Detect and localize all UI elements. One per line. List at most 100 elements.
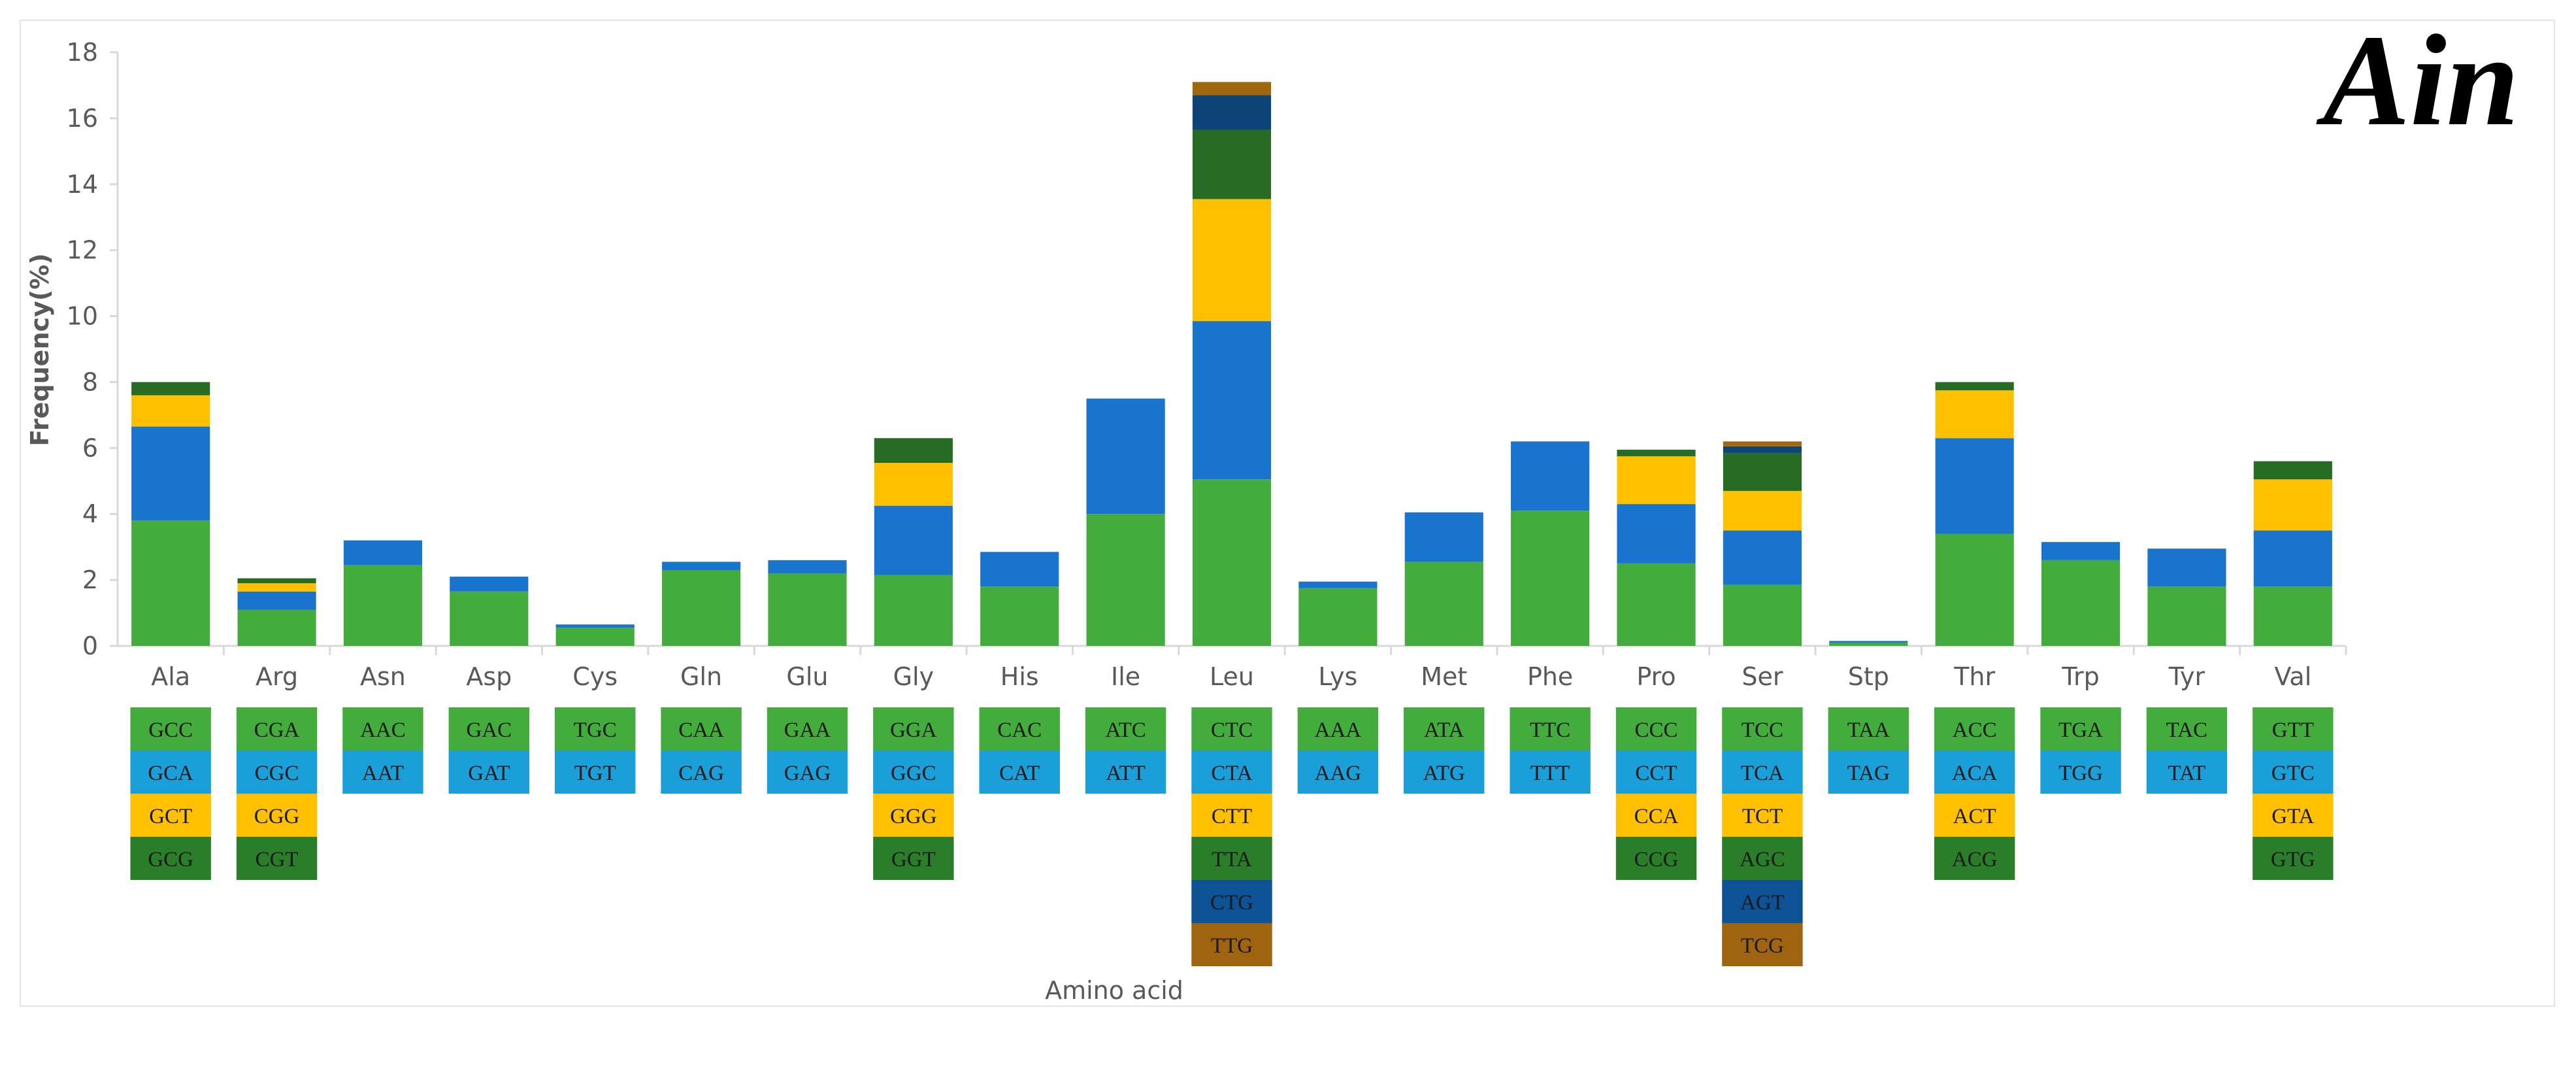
codon-cell — [873, 837, 954, 880]
codon-cell — [1828, 707, 1909, 751]
codon-label: CTT — [1212, 805, 1252, 828]
codon-cell — [1085, 707, 1166, 751]
codon-label: GAC — [466, 718, 512, 742]
codon-label: CAG — [678, 762, 724, 785]
y-tick-label: 0 — [82, 632, 98, 660]
codon-cell — [1615, 794, 1697, 837]
codon-label: TGG — [2058, 762, 2103, 785]
codon-cell — [130, 794, 211, 837]
x-tick-label: His — [1000, 662, 1039, 691]
codon-cell — [1722, 751, 1803, 794]
codon-label: ATC — [1105, 718, 1146, 742]
codon-label: CGA — [254, 718, 300, 742]
bar-segment-tgg — [2041, 542, 2121, 560]
bar-segment-aaa — [1298, 588, 1378, 646]
bar-segment-agt — [1723, 446, 1802, 453]
codon-cell — [236, 751, 318, 794]
codon-cell — [1615, 751, 1697, 794]
bar-segment-gta — [2253, 479, 2332, 531]
codon-label: TTT — [1530, 762, 1570, 785]
x-tick-label: Asn — [360, 662, 406, 691]
codon-label: ACT — [1953, 805, 1996, 828]
bar-segment-tgc — [555, 628, 635, 646]
bar-segment-cgt — [237, 578, 316, 584]
bar-segment-cag — [662, 562, 741, 570]
y-tick-label: 4 — [82, 499, 98, 528]
codon-label: CAT — [999, 762, 1040, 785]
panel-label: Ain — [2316, 8, 2519, 153]
codon-cell — [1934, 837, 2015, 880]
codon-label: TGT — [574, 762, 616, 785]
codon-label: GGC — [891, 762, 936, 785]
codon-cell — [1510, 751, 1591, 794]
bar-segment-gac — [450, 591, 529, 646]
axes: 0 2 4 6 8 10 12 14 16 18 Ala Arg Asn Asp Cys Gln Glu Gly H… — [67, 38, 2347, 691]
x-axis-label: Amino acid — [1045, 976, 1183, 1005]
codon-label: TCC — [1742, 718, 1783, 742]
codon-label: GTG — [2271, 848, 2315, 871]
bar-segment-act — [1935, 390, 2014, 439]
codon-cell — [661, 707, 742, 751]
codon-label: GTT — [2272, 718, 2314, 742]
bar-segment-aag — [1298, 581, 1378, 588]
bar-segment-tgt — [555, 624, 635, 628]
bar-segment-ccc — [1617, 563, 1696, 646]
codon-cell — [130, 837, 211, 880]
codon-label: TTA — [1212, 848, 1252, 871]
bar-segment-cta — [1192, 321, 1272, 480]
bar-segment-ggg — [874, 463, 953, 506]
bar-segment-cgc — [237, 591, 316, 610]
bar-segment-tag — [1829, 641, 1908, 643]
codon-cell — [979, 751, 1060, 794]
bar-segment-ttg — [1192, 82, 1272, 95]
codon-label: TCA — [1741, 762, 1784, 785]
codon-table: GCC GCA GCT GCG CGA CGC CGG CGT AAC AAT GAC GAT TGC T… — [130, 707, 2334, 966]
codon-cell — [2146, 707, 2228, 751]
bar-segment-cct — [1617, 504, 1696, 564]
bar-segment-gaa — [768, 573, 847, 646]
x-tick-label: Pro — [1636, 662, 1676, 691]
bar-segment-gat — [450, 577, 529, 592]
codon-label: CCG — [1634, 848, 1679, 871]
codon-label: ATG — [1423, 762, 1465, 785]
bar-segment-aca — [1935, 438, 2014, 534]
codon-label: GAT — [468, 762, 510, 785]
codon-label: GAA — [784, 718, 831, 742]
codon-cell — [873, 794, 954, 837]
codon-label: GGG — [890, 805, 937, 828]
bar-segment-ctc — [1192, 479, 1272, 646]
codon-cell — [1828, 751, 1909, 794]
y-tick-label: 16 — [67, 104, 98, 133]
codon-cell — [236, 794, 318, 837]
codon-label: ACA — [1952, 762, 1998, 785]
codon-label: AAA — [1315, 718, 1362, 742]
bar-segment-cac — [980, 586, 1059, 646]
bar-segment-gtg — [2253, 461, 2332, 480]
bar-segment-gca — [131, 426, 210, 521]
x-tick-label: Val — [2274, 662, 2311, 691]
codon-label: ACC — [1953, 718, 1997, 742]
codon-cell — [2253, 707, 2334, 751]
bar-segment-agc — [1723, 452, 1802, 491]
y-tick-label: 12 — [67, 236, 98, 265]
bar-segment-ttt — [1511, 441, 1590, 511]
codon-label: CTA — [1211, 762, 1253, 785]
codon-cell — [1191, 707, 1272, 751]
codon-cell — [767, 707, 848, 751]
bar-segment-gcg — [131, 382, 210, 396]
bar-segment-atc — [1086, 514, 1165, 646]
bar-segment-tat — [2147, 548, 2226, 587]
codon-cell — [1934, 794, 2015, 837]
x-tick-label: Arg — [256, 662, 298, 691]
codon-label: GCC — [148, 718, 193, 742]
codon-label: CTC — [1211, 718, 1253, 742]
bar-segment-ctg — [1192, 95, 1272, 130]
codon-cell — [1510, 707, 1591, 751]
codon-label: GTC — [2271, 762, 2315, 785]
codon-label: AAT — [362, 762, 404, 785]
x-tick-label: Trp — [2061, 662, 2099, 691]
x-tick-label: Cys — [572, 662, 618, 691]
bar-segment-tca — [1723, 530, 1802, 585]
codon-cell — [1934, 707, 2015, 751]
bar-segment-acg — [1935, 382, 2014, 391]
